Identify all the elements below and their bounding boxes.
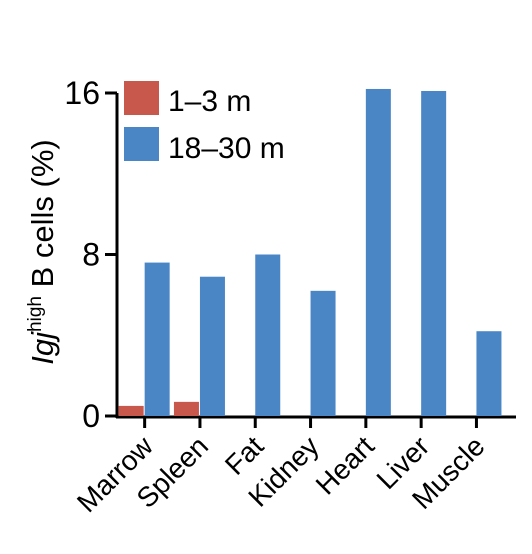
legend-label-old: 18–30 m [168, 132, 285, 165]
y-tick-label-1: 8 [82, 237, 100, 273]
bar-old-heart [365, 88, 391, 417]
legend: 1–3 m 18–30 m [124, 81, 285, 165]
y-axis-title-sup: high [25, 296, 46, 332]
bar-old-spleen [199, 276, 225, 416]
x-tick-label-heart: Heart [310, 430, 380, 500]
bar-old-muscle [476, 331, 502, 416]
bar-old-liver [421, 90, 447, 416]
y-ticks: 0 8 16 [64, 75, 117, 434]
bar-young-spleen [173, 401, 199, 416]
bar-young-marrow [118, 405, 144, 416]
legend-swatch-old [124, 127, 159, 161]
y-tick-label-0: 0 [82, 398, 100, 434]
y-axis-title: Igjhigh B cells (%) [25, 139, 60, 364]
y-axis-title-rest: B cells (%) [25, 139, 60, 296]
bar-old-fat [255, 254, 281, 416]
bar-old-kidney [310, 290, 336, 416]
legend-swatch-young [124, 81, 159, 115]
y-tick-label-2: 16 [64, 75, 100, 111]
bars [118, 88, 502, 417]
y-axis-title-main: Igj [25, 331, 60, 365]
legend-label-young: 1–3 m [168, 85, 251, 118]
bar-old-marrow [144, 262, 170, 416]
